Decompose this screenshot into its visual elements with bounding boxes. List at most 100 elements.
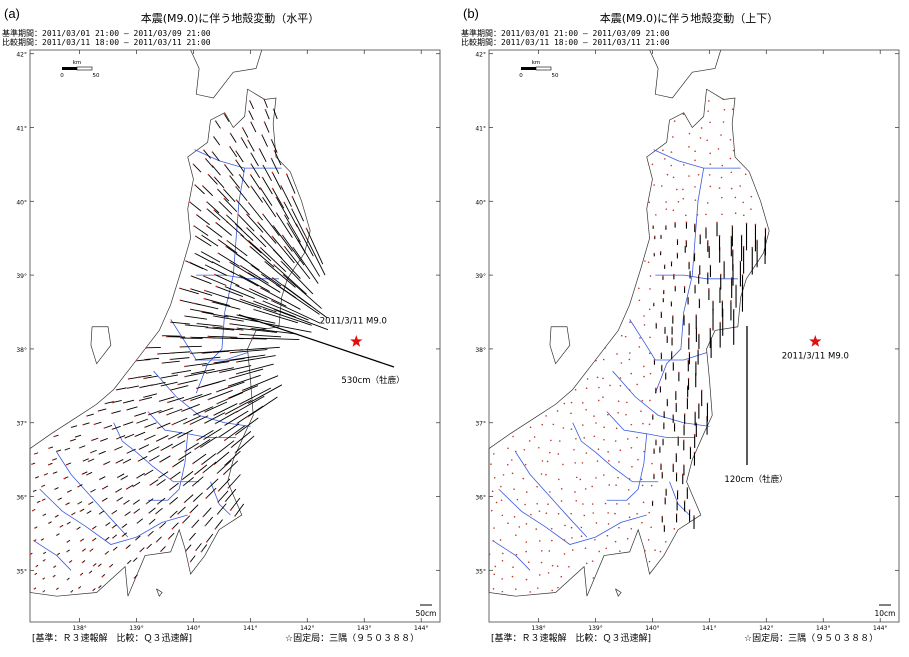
gnss-station	[203, 149, 205, 152]
gnss-station	[138, 399, 141, 402]
displacement-vector	[116, 496, 123, 502]
gnss-station	[515, 553, 518, 556]
gnss-station	[571, 549, 574, 551]
displacement-vector	[195, 253, 214, 264]
gnss-station	[604, 347, 606, 349]
displacement-vector	[235, 252, 260, 271]
gnss-station	[665, 488, 667, 491]
displacement-vector	[262, 165, 272, 182]
gnss-station	[683, 500, 686, 503]
gnss-station	[247, 139, 249, 142]
gnss-station	[228, 337, 231, 339]
prefecture-boundary	[572, 422, 659, 483]
gnss-station	[687, 296, 689, 299]
max-displacement-label: 530cm（牡鹿）	[341, 375, 404, 386]
gnss-station	[664, 497, 666, 499]
displacement-vector	[191, 275, 212, 285]
gnss-station	[649, 372, 652, 375]
displacement-vector	[144, 469, 154, 476]
displacement-vector	[240, 234, 262, 254]
gnss-station	[222, 473, 225, 476]
gnss-station	[264, 108, 267, 111]
gnss-station	[583, 514, 586, 517]
gnss-station	[545, 512, 548, 515]
gnss-station	[510, 459, 513, 461]
gnss-station	[617, 400, 620, 402]
gnss-station	[723, 260, 725, 263]
gnss-station	[168, 438, 170, 440]
gnss-station	[625, 413, 627, 416]
lon-tick-label: 141°	[702, 625, 716, 632]
gnss-station	[673, 528, 676, 530]
displacement-vector	[264, 261, 296, 288]
gnss-station	[689, 446, 692, 449]
displacement-vector	[146, 543, 152, 549]
gnss-station	[202, 515, 205, 518]
gnss-station	[213, 176, 216, 179]
displacement-vector	[215, 222, 232, 236]
displacement-vector	[214, 519, 223, 530]
gnss-station	[582, 503, 584, 505]
displacement-vector	[208, 174, 218, 185]
gnss-station	[283, 201, 286, 204]
gnss-station	[217, 252, 220, 255]
gnss-station	[742, 214, 745, 217]
gnss-station	[570, 512, 572, 515]
coastline-honshu	[29, 88, 311, 597]
displacement-vector	[271, 300, 321, 324]
gnss-station	[615, 484, 617, 487]
gnss-station	[630, 446, 633, 449]
gnss-station	[224, 424, 226, 426]
gnss-station	[676, 252, 679, 255]
gnss-station	[639, 337, 641, 339]
gnss-station	[730, 235, 733, 238]
displacement-vector	[271, 158, 280, 174]
gnss-station	[155, 540, 158, 543]
gnss-station	[640, 410, 642, 412]
gnss-station	[595, 422, 597, 424]
prefecture-boundary	[629, 319, 707, 361]
gnss-station	[66, 523, 69, 525]
gnss-station	[512, 435, 514, 438]
gnss-station	[718, 187, 721, 189]
gnss-station	[705, 213, 707, 216]
gnss-station	[629, 321, 631, 323]
gnss-station	[564, 524, 566, 527]
gnss-station	[750, 195, 753, 198]
displacement-vector	[249, 100, 254, 110]
gnss-station	[77, 502, 79, 505]
km-scale-tick: 50	[93, 73, 100, 79]
gnss-station	[557, 478, 560, 481]
map-horizontal: 42° 41° 40° 39° 38° 37° 36° 35° 138° 139° 140° 141°…	[16, 49, 441, 632]
km-scale-unit: km	[73, 60, 82, 66]
gnss-station	[160, 449, 163, 452]
gnss-station	[53, 566, 55, 569]
gnss-station	[132, 560, 135, 562]
gnss-station	[672, 362, 675, 364]
gnss-station	[651, 414, 654, 416]
gnss-station	[653, 252, 656, 255]
coastline-sado	[90, 326, 112, 365]
gnss-station	[537, 587, 539, 589]
gnss-station	[184, 375, 186, 378]
gnss-station	[636, 383, 638, 386]
gnss-station	[741, 274, 744, 276]
gnss-station	[111, 412, 113, 415]
lat-tick-label: 40°	[475, 199, 486, 206]
prefecture-boundary	[196, 274, 279, 280]
gnss-station	[636, 513, 638, 515]
gnss-station	[177, 383, 179, 386]
gnss-station	[681, 473, 684, 476]
displacement-vector	[179, 287, 199, 295]
displacement-vector	[158, 471, 169, 479]
displacement-vector	[236, 363, 274, 375]
prefecture-boundary	[492, 540, 531, 571]
gnss-station	[97, 410, 100, 412]
lat-tick-label: 41°	[475, 125, 486, 132]
gnss-station	[111, 401, 114, 404]
displacement-vector	[248, 240, 272, 262]
gnss-station	[71, 513, 73, 516]
displacement-vector	[239, 346, 280, 351]
displacement-vector	[148, 507, 156, 514]
gnss-station	[273, 149, 276, 152]
